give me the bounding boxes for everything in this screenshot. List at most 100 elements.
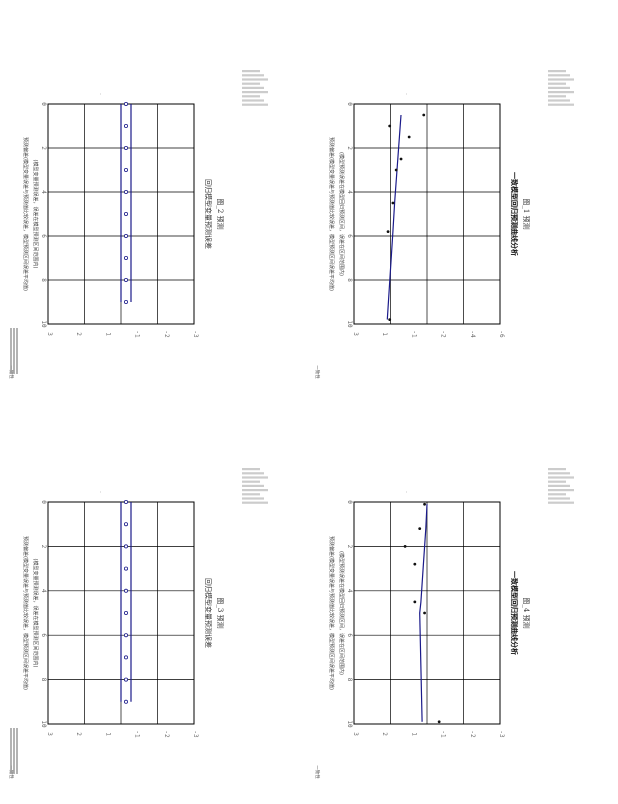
data-point — [124, 167, 129, 172]
tick-label: -3 — [192, 730, 199, 738]
page-mark: · — [403, 93, 408, 94]
data-point — [413, 600, 417, 604]
tick-label: 2 — [40, 146, 47, 150]
data-point — [124, 699, 129, 704]
footer-smudge — [10, 328, 12, 374]
data-point — [386, 230, 390, 234]
data-point — [394, 168, 398, 172]
legend-smudge — [242, 501, 268, 504]
chart-note-secondary: 预测偏差(模型变量误差与预测值比较误差，模型预测区间误差平均值) — [328, 536, 335, 690]
tick-label: 3 — [46, 732, 53, 736]
data-point — [124, 588, 129, 593]
tick-label: 3 — [352, 332, 359, 336]
footer-smudge — [13, 728, 15, 774]
tick-label: 1 — [104, 732, 111, 736]
footer-smudge — [10, 728, 12, 774]
tick-label: 2 — [75, 332, 82, 336]
chart-panel-bottom-right: 一致模型回归预测曲线分析 图_4 预测 (模型预测误差在模型回归预测区间，误差在区间… — [10, 468, 574, 779]
legend-smudge — [242, 78, 268, 81]
tick-label: 10 — [346, 320, 353, 328]
data-point — [124, 299, 129, 304]
legend-smudge — [242, 95, 260, 98]
legend-smudge — [548, 82, 566, 85]
legend-smudge — [242, 86, 264, 89]
tick-label: 10 — [346, 720, 353, 728]
chart-note: (模型预测误差在模型回归预测区间，误差在区间范围内) — [338, 551, 345, 675]
chart-subtitle: 图_2 预测 — [216, 198, 225, 229]
legend-smudge — [242, 497, 264, 500]
tick-label: -3 — [498, 730, 505, 738]
page-mark: · — [403, 491, 408, 492]
data-point — [124, 677, 129, 682]
chart-subtitle: 图_3 预测 — [216, 597, 225, 628]
legend-smudge — [548, 86, 570, 89]
tick-label: -1 — [440, 730, 447, 738]
legend-smudge — [242, 493, 260, 496]
tick-label: 6 — [40, 234, 47, 238]
data-point — [423, 611, 426, 615]
legend-smudge — [548, 95, 566, 98]
tick-label: -1 — [410, 330, 417, 338]
footer-smudge — [16, 728, 18, 774]
data-point — [124, 655, 129, 660]
data-point — [124, 233, 129, 238]
data-point — [413, 562, 417, 566]
data-point — [422, 113, 426, 117]
tick-label: 0 — [40, 102, 47, 106]
tick-label: 6 — [40, 633, 47, 637]
data-point — [399, 157, 403, 161]
tick-label: 1 — [104, 332, 111, 336]
chart-note-secondary: 预测偏差(模型变量误差与预测值比较误差，模型预测区间误差平均值) — [22, 536, 29, 690]
data-point — [418, 527, 422, 531]
tick-label: 8 — [346, 678, 353, 682]
tick-label: 2 — [381, 732, 388, 736]
tick-label: 0 — [40, 500, 47, 504]
chart-title: 一致模型回归预测曲线分析 — [510, 172, 519, 256]
data-point — [124, 633, 129, 638]
legend-smudge — [242, 70, 260, 73]
tick-label: 6 — [346, 633, 353, 637]
tick-label: 2 — [346, 146, 353, 150]
legend-smudge — [242, 99, 264, 102]
legend-smudge — [242, 74, 264, 77]
data-point — [124, 145, 129, 150]
tick-label: -6 — [498, 330, 505, 338]
data-point — [124, 566, 129, 571]
chart-note: (模型变量预测误差，误差在模型预测区间范围内) — [32, 160, 39, 269]
legend-smudge — [548, 91, 574, 94]
legend-smudge — [548, 501, 574, 504]
series-regression-line — [386, 114, 402, 320]
data-point — [124, 255, 129, 260]
legend-smudge — [548, 497, 570, 500]
data-point — [124, 277, 129, 282]
legend-smudge — [242, 480, 260, 483]
data-point — [388, 318, 392, 321]
legend-smudge — [548, 78, 574, 81]
chart-title: 一致模型回归预测曲线分析 — [510, 571, 519, 655]
legend-smudge — [242, 476, 268, 479]
tick-label: 4 — [40, 589, 47, 593]
tick-label: 8 — [40, 278, 47, 282]
tick-label: -1 — [134, 330, 141, 338]
tick-label: -2 — [163, 730, 170, 738]
tick-label: -2 — [163, 330, 170, 338]
tick-label: 8 — [346, 278, 353, 282]
tick-label: 4 — [40, 190, 47, 194]
data-point — [437, 720, 441, 724]
tick-label: 0 — [346, 500, 353, 504]
tick-label: 2 — [75, 732, 82, 736]
legend-smudge — [548, 476, 574, 479]
tick-label: 6 — [346, 234, 353, 238]
chart-title: 回归模型变量预测误差 — [204, 578, 213, 648]
tick-label: -1 — [134, 730, 141, 738]
series-regression-line — [419, 504, 428, 722]
data-point — [124, 499, 129, 504]
data-point — [407, 135, 411, 139]
footer-smudge — [16, 328, 18, 374]
legend-smudge — [242, 472, 264, 475]
data-point — [124, 124, 129, 129]
chart-subtitle: 图_1 预测 — [522, 198, 531, 229]
data-point — [124, 611, 129, 616]
tick-label: 10 — [40, 720, 47, 728]
chart-note-secondary: 预测偏差(模型变量误差与预测值比较误差，模型预测区间误差平均值) — [22, 137, 29, 291]
